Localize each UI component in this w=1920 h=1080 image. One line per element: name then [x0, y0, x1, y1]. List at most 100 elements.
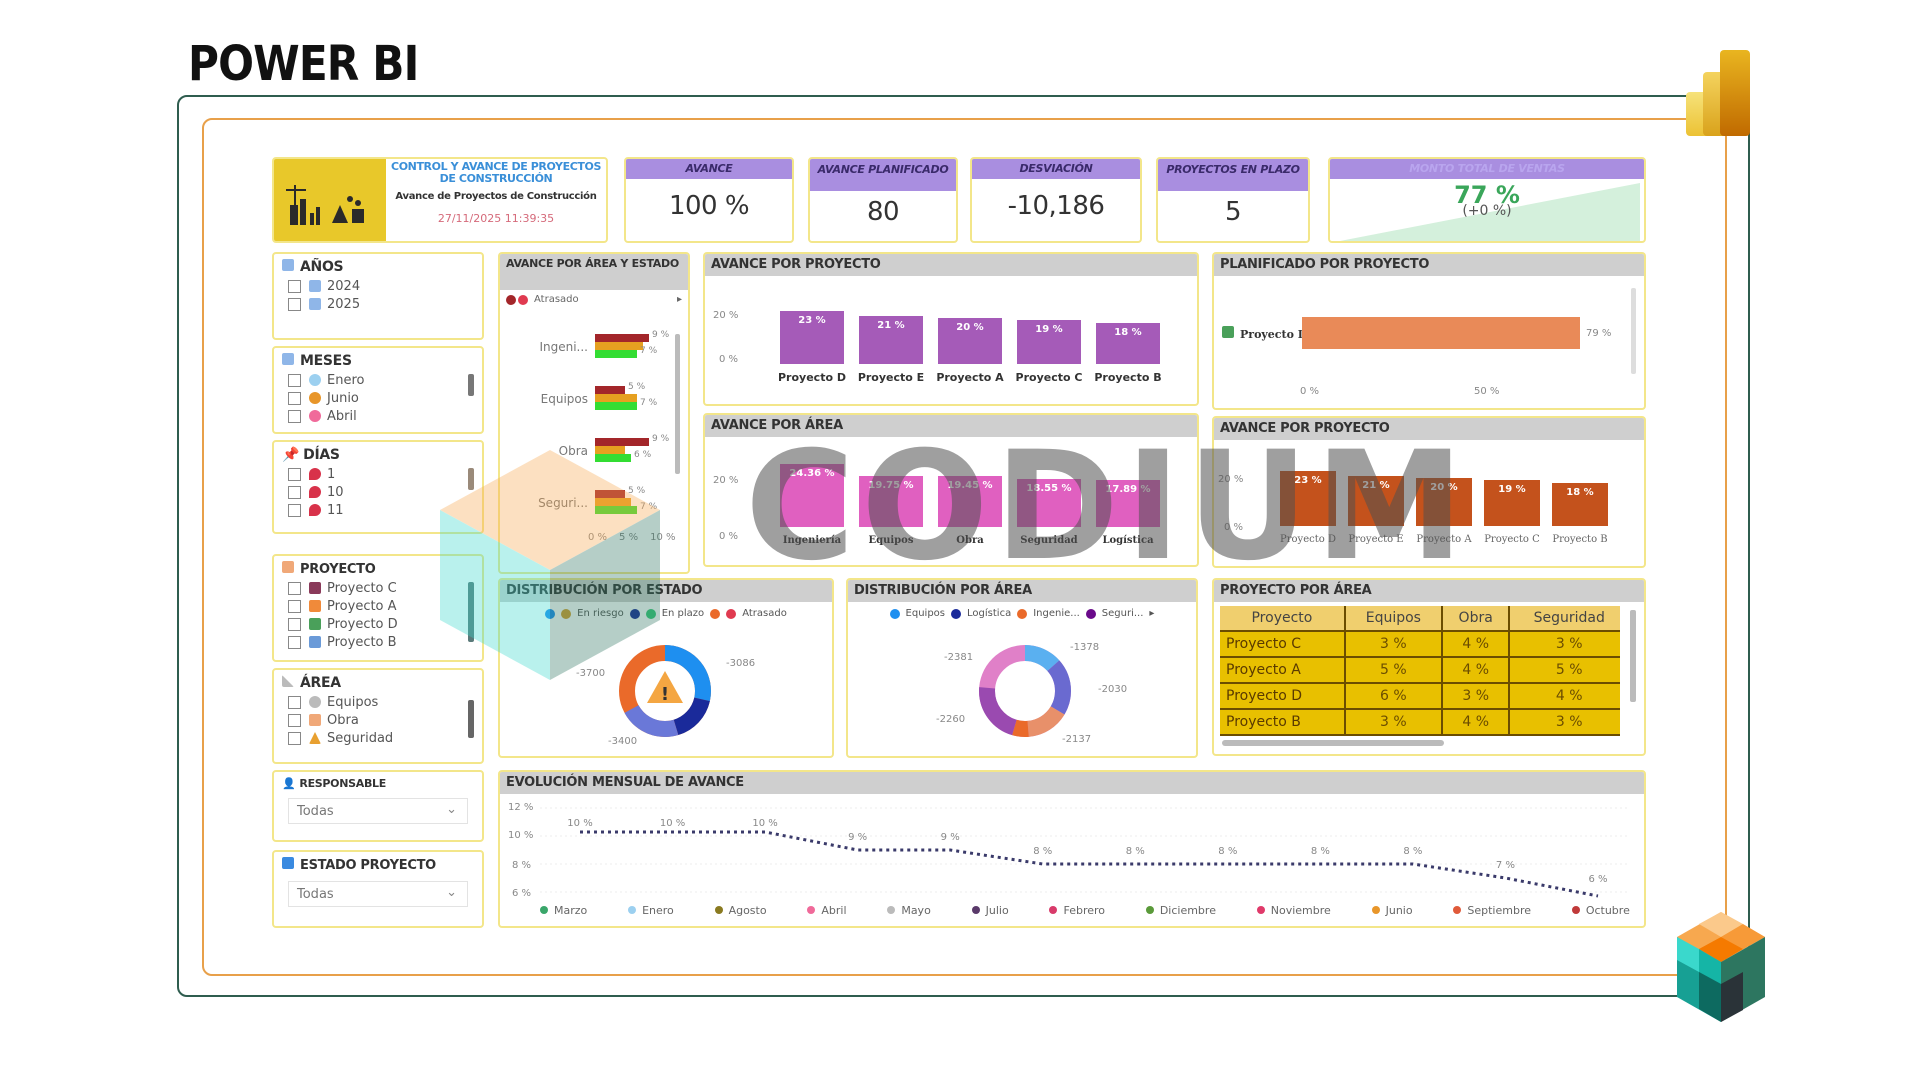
- checkbox[interactable]: [288, 599, 301, 613]
- scrollbar[interactable]: [468, 468, 474, 490]
- slicer-option-proyecto-c[interactable]: Proyecto C: [274, 579, 482, 597]
- project-icon: [282, 561, 294, 573]
- scrollbar[interactable]: [468, 374, 474, 396]
- slicer-option-seguridad[interactable]: Seguridad: [274, 729, 482, 747]
- slicer-option-1[interactable]: 1: [274, 465, 482, 483]
- bar[interactable]: [595, 446, 625, 454]
- svg-text:8 %: 8 %: [1033, 846, 1052, 857]
- checkbox[interactable]: [288, 467, 301, 481]
- checkbox[interactable]: [288, 409, 301, 423]
- slicer-option-2025[interactable]: 2025: [274, 295, 482, 313]
- scrollbar[interactable]: [468, 582, 474, 642]
- checkbox[interactable]: [288, 635, 301, 649]
- legend-item[interactable]: Noviembre: [1256, 904, 1331, 917]
- bar[interactable]: [595, 402, 637, 410]
- slicer-meses: MESES Enero Junio Abril: [272, 346, 484, 434]
- bar[interactable]: 21 %: [859, 315, 923, 364]
- bar[interactable]: 20 %: [1416, 478, 1472, 526]
- svg-text:8 %: 8 %: [1311, 846, 1330, 857]
- slicer-option-obra[interactable]: Obra: [274, 711, 482, 729]
- legend-item[interactable]: Abril: [807, 904, 847, 917]
- legend-next-arrow[interactable]: ▸: [1149, 608, 1155, 619]
- inner-frame: [202, 118, 1727, 976]
- bar[interactable]: [595, 498, 631, 506]
- checkbox[interactable]: [288, 279, 301, 293]
- scrollbar[interactable]: [468, 700, 474, 738]
- slicer-option-proyecto-b[interactable]: Proyecto B: [274, 633, 482, 651]
- bar[interactable]: 19 %: [1017, 320, 1081, 364]
- slicer-option-junio[interactable]: Junio: [274, 389, 482, 407]
- bar[interactable]: 19.45 %: [938, 476, 1002, 527]
- column-header-seguridad[interactable]: Seguridad: [1509, 606, 1620, 632]
- checkbox[interactable]: [288, 503, 301, 517]
- slicer-option-abril[interactable]: Abril: [274, 407, 482, 425]
- report-timestamp: 27/11/2025 11:39:35: [437, 212, 555, 225]
- legend-item[interactable]: Septiembre: [1453, 904, 1531, 917]
- checkbox[interactable]: [288, 485, 301, 499]
- bar[interactable]: 21 %: [1348, 475, 1404, 526]
- column-header-obra[interactable]: Obra: [1441, 606, 1511, 632]
- legend-item[interactable]: Agosto: [714, 904, 767, 917]
- bar[interactable]: [595, 438, 649, 446]
- responsable-dropdown[interactable]: Todas ⌄: [288, 798, 468, 824]
- legend-item[interactable]: Julio: [971, 904, 1009, 917]
- slicer-option-equipos[interactable]: Equipos: [274, 693, 482, 711]
- slicer-option-proyecto-d[interactable]: Proyecto D: [274, 615, 482, 633]
- legend-item[interactable]: Junio: [1371, 904, 1413, 917]
- bar[interactable]: 20 %: [938, 318, 1002, 364]
- flower-icon: [309, 410, 321, 422]
- bar[interactable]: [595, 490, 625, 498]
- bar[interactable]: [595, 334, 649, 342]
- bar[interactable]: 19.75 %: [859, 475, 923, 527]
- legend-item[interactable]: Mayo: [887, 904, 931, 917]
- checkbox[interactable]: [288, 713, 301, 727]
- bar[interactable]: [595, 386, 625, 394]
- x-axis-label: Proyecto C: [1015, 371, 1083, 384]
- column-header-equipos[interactable]: Equipos: [1344, 606, 1443, 632]
- page-title: POWER BI: [188, 36, 419, 92]
- bar[interactable]: [595, 350, 637, 358]
- bar[interactable]: 18.55 %: [1017, 478, 1081, 527]
- bar[interactable]: 23 %: [780, 311, 844, 364]
- bar[interactable]: [595, 394, 637, 402]
- bar[interactable]: 18 %: [1096, 322, 1160, 364]
- legend-item[interactable]: Diciembre: [1145, 904, 1216, 917]
- legend-next-arrow[interactable]: ▸: [676, 294, 682, 305]
- checkbox[interactable]: [288, 581, 301, 595]
- bar-proyecto-d[interactable]: [1302, 317, 1580, 349]
- bar[interactable]: 24.36 %: [780, 463, 844, 527]
- bar[interactable]: 19 %: [1484, 480, 1540, 526]
- kpi-label: AVANCE: [626, 159, 792, 179]
- legend-item[interactable]: Marzo: [540, 904, 587, 917]
- slicer-option-10[interactable]: 10: [274, 483, 482, 501]
- bar[interactable]: 17.89 %: [1096, 480, 1160, 527]
- svg-text:7 %: 7 %: [1496, 860, 1515, 871]
- vertical-scrollbar[interactable]: [1630, 610, 1636, 702]
- bar[interactable]: 18 %: [1552, 482, 1608, 526]
- estado-proyecto-dropdown[interactable]: Todas ⌄: [288, 881, 468, 907]
- checkbox[interactable]: [288, 695, 301, 709]
- legend-item[interactable]: Febrero: [1049, 904, 1105, 917]
- bar[interactable]: [595, 342, 643, 350]
- chart-title: AVANCE POR ÁREA Y ESTADO: [500, 254, 688, 290]
- legend-item[interactable]: Enero: [628, 904, 674, 917]
- slicer-option-proyecto-a[interactable]: Proyecto A: [274, 597, 482, 615]
- bar[interactable]: [595, 454, 631, 462]
- horizontal-scrollbar[interactable]: [1222, 740, 1444, 746]
- column-header-proyecto[interactable]: Proyecto: [1220, 606, 1346, 632]
- checkbox[interactable]: [288, 617, 301, 631]
- slicer-dias: 📌 DÍAS 1 10 11: [272, 440, 484, 534]
- checkbox[interactable]: [288, 731, 301, 745]
- slicer-option-enero[interactable]: Enero: [274, 371, 482, 389]
- slicer-option-11[interactable]: 11: [274, 501, 482, 519]
- checkbox[interactable]: [288, 373, 301, 387]
- scrollbar[interactable]: [675, 334, 680, 474]
- slicer-option-2024[interactable]: 2024: [274, 277, 482, 295]
- scrollbar[interactable]: [1631, 288, 1636, 374]
- bar[interactable]: 23 %: [1280, 470, 1336, 526]
- checkbox[interactable]: [288, 297, 301, 311]
- legend-item[interactable]: Octubre: [1571, 904, 1630, 917]
- checkbox[interactable]: [288, 391, 301, 405]
- bar[interactable]: [595, 506, 637, 514]
